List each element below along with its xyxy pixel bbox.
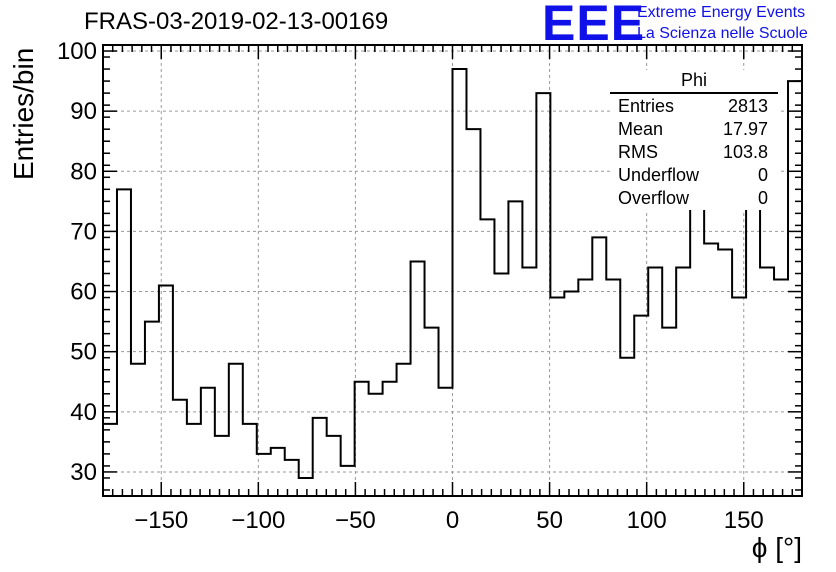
stat-row-underflow: Underflow 0 (610, 164, 778, 187)
stat-row-mean: Mean 17.97 (610, 118, 778, 141)
x-tick-label: 0 (446, 507, 459, 534)
logo-subtitle-2: La Scienza nelle Scuole (637, 25, 808, 42)
stats-title: Phi (610, 70, 778, 94)
tick-labels: −150 −100 −50 0 50 100 150 30 40 50 60 70 80 90 100 (57, 38, 764, 534)
x-tick-label: 150 (724, 507, 764, 534)
stat-value: 2813 (727, 96, 768, 116)
axis-ticks (103, 44, 803, 496)
stat-row-overflow: Overflow 0 (610, 187, 778, 210)
plot-frame (102, 44, 803, 497)
eee-logo: EEE (542, 0, 646, 51)
x-tick-label: −50 (335, 507, 376, 534)
stat-label: Mean (618, 119, 664, 139)
stat-row-rms: RMS 103.8 (610, 141, 778, 164)
y-tick-label: 30 (70, 459, 97, 486)
chart-title: FRAS-03-2019-02-13-00169 (84, 8, 389, 35)
stat-value: 17.97 (722, 119, 768, 139)
stat-label: Overflow (618, 188, 690, 208)
stat-value: 0 (757, 165, 768, 185)
y-axis-label: Entries/bin (8, 47, 39, 180)
x-tick-label: 100 (627, 507, 667, 534)
x-tick-label: 50 (536, 507, 563, 534)
y-tick-label: 90 (70, 98, 97, 125)
stat-value: 103.8 (722, 142, 768, 162)
x-tick-label: −100 (231, 507, 285, 534)
stats-box: Phi Entries 2813 Mean 17.97 RMS 103.8 Un… (610, 70, 778, 210)
y-tick-label: 60 (70, 279, 97, 306)
stat-label: Entries (618, 96, 675, 116)
y-tick-label: 100 (57, 38, 97, 65)
y-tick-label: 50 (70, 339, 97, 366)
histogram-outline (103, 68, 802, 479)
stat-value: 0 (757, 188, 768, 208)
y-tick-label: 40 (70, 399, 97, 426)
x-tick-label: −150 (134, 507, 188, 534)
stat-label: Underflow (618, 165, 700, 185)
y-tick-label: 80 (70, 158, 97, 185)
x-axis-label: ϕ [°] (751, 532, 802, 563)
y-tick-label: 70 (70, 218, 97, 245)
stat-row-entries: Entries 2813 (610, 95, 778, 118)
stat-label: RMS (618, 142, 658, 162)
logo-subtitle-1: Extreme Energy Events (637, 4, 806, 21)
